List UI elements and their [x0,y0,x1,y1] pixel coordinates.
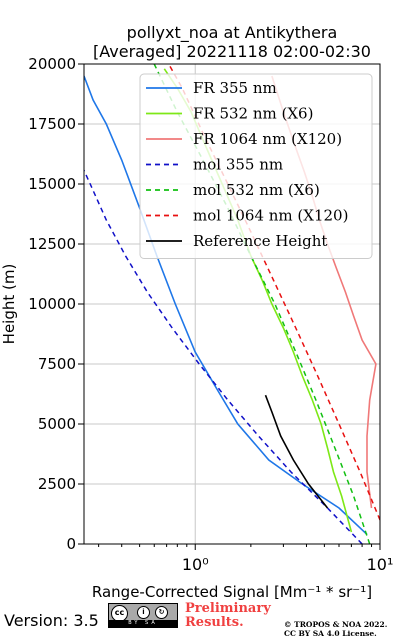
x-tick-label: 10¹ [367,555,394,574]
legend: FR 355 nm FR 532 nm (X6) FR 1064 nm (X120)… [139,73,373,259]
preliminary-line2: Results. [185,615,244,630]
series-line-6 [167,64,380,521]
series-line-7 [264,394,329,509]
preliminary-line1: Preliminary [185,601,271,616]
share-alike-icon: ↻ [155,606,168,619]
by-attribution-icon: i [137,606,150,619]
version-label: Version: 3.5 [4,611,99,630]
x-axis-label: Range-Corrected Signal [Mm⁻¹ * sr⁻¹] [92,583,372,601]
series-line-1 [84,75,368,535]
y-tick-label: 2500 [38,475,76,493]
copyright-line1: © TROPOS & NOA 2022. [284,620,388,629]
y-tick-label: 15000 [28,175,76,193]
y-axis-label: Height (m) [0,264,18,345]
y-tick-label: 20000 [28,55,76,73]
chart-subtitle: [Averaged] 20221118 02:00-02:30 [93,42,371,61]
legend-entry: Reference Height [193,232,327,250]
x-tick-label: 10⁰ [182,555,209,574]
legend-entry: FR 532 nm (X6) [193,105,313,123]
y-tick-label: 0 [66,535,76,553]
legend-entry: mol 1064 nm (X120) [193,207,348,225]
series-line-5 [153,64,371,544]
series-line-4 [84,168,363,544]
legend-entry: FR 355 nm [193,79,277,97]
legend-entry: FR 1064 nm (X120) [193,130,342,148]
y-tick-label: 5000 [38,415,76,433]
y-tick-label: 7500 [38,355,76,373]
cc-badge-caption: BY SA [109,620,177,627]
y-tick-label: 17500 [28,115,76,133]
copyright-notice: © TROPOS & NOA 2022. CC BY SA 4.0 Licens… [284,620,387,638]
legend-box [139,73,373,259]
chart-title: pollyxt_noa at Antikythera [127,23,338,43]
cc-license-badge-icon[interactable]: cc i ↻ BY SA [108,603,178,628]
legend-entry: mol 532 nm (X6) [193,181,320,199]
copyright-line2: CC BY SA 4.0 License. [284,629,377,638]
y-tick-label: 10000 [28,295,76,313]
preliminary-notice: Preliminary Results. [185,602,271,630]
legend-entry: mol 355 nm [193,156,283,174]
y-tick-label: 12500 [28,235,76,253]
